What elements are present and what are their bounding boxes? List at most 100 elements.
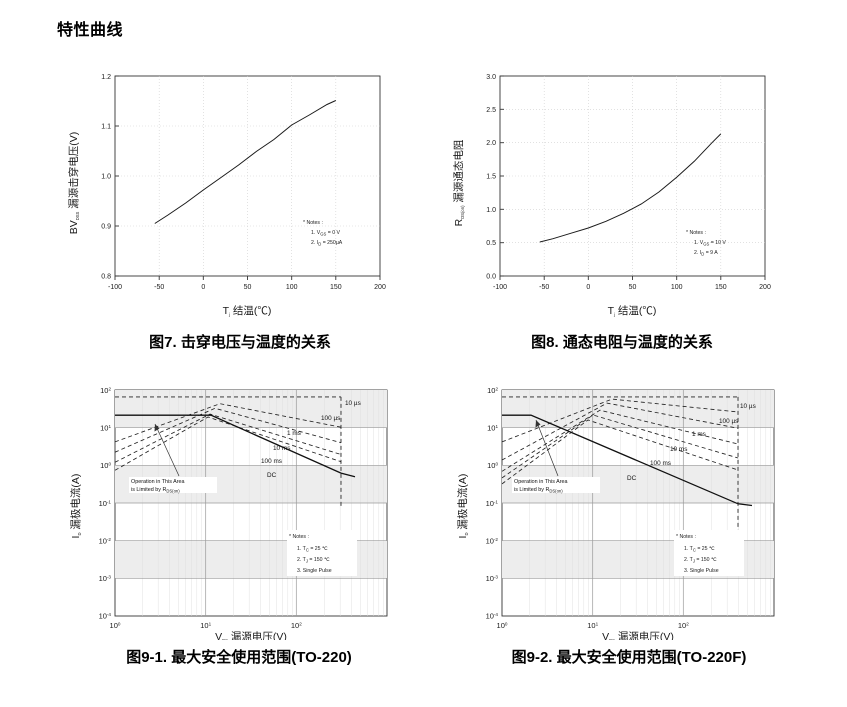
svg-text:101: 101 [200, 621, 211, 630]
figure-9-1-plot: 102 101 100 10-1 10-2 10-3 10-4 100 101 … [69, 386, 388, 640]
y-tick-marks [500, 75, 504, 277]
svg-text:100: 100 [100, 461, 111, 470]
svg-text:1.2: 1.2 [101, 74, 111, 81]
svg-text:100 ms: 100 ms [650, 460, 671, 467]
svg-text:1.0: 1.0 [101, 174, 111, 181]
notes-block: * Notes : 1. TC = 25 ℃ 2. TJ = 150 ℃ 3. … [674, 530, 744, 576]
svg-text:102: 102 [291, 621, 302, 630]
svg-text:101: 101 [487, 424, 498, 433]
y-axis-ticks: 0.8 0.9 1.0 1.1 1.2 [101, 74, 111, 281]
svg-text:10-1: 10-1 [99, 499, 112, 508]
svg-text:is Limited by RDS(on): is Limited by RDS(on) [514, 487, 563, 493]
curve-dc [502, 414, 753, 507]
y-tick-marks [115, 75, 119, 277]
svg-text:2. TJ = 150 ℃: 2. TJ = 150 ℃ [684, 557, 717, 563]
svg-text:-50: -50 [154, 284, 164, 291]
grid-horizontal [115, 125, 380, 227]
svg-text:1. VGS = 10 V: 1. VGS = 10 V [694, 240, 726, 246]
svg-text:100 ms: 100 ms [261, 458, 282, 465]
x-axis-ticks: 100 101 102 [110, 621, 303, 630]
grid-major-horizontal [115, 427, 387, 579]
figure-7-plot: 0.8 0.9 1.0 1.1 1.2 -100 -50 0 50 [67, 74, 386, 317]
svg-text:2. TJ = 150 ℃: 2. TJ = 150 ℃ [297, 557, 330, 563]
curve-labels: 10 µs 100 µs 1 ms 10 ms 100 ms DC [627, 403, 756, 482]
grid-horizontal [500, 108, 765, 243]
svg-text:10 µs: 10 µs [345, 400, 361, 407]
notes-header: * Notes : [289, 534, 309, 540]
svg-text:DC: DC [267, 472, 277, 479]
svg-text:1.0: 1.0 [486, 207, 496, 214]
svg-text:0.8: 0.8 [101, 274, 111, 281]
svg-text:1.5: 1.5 [486, 174, 496, 181]
svg-text:100: 100 [671, 284, 683, 291]
svg-text:150: 150 [715, 284, 727, 291]
notes-block: * Notes : 1. TC = 25 ℃ 2. TJ = 150 ℃ 3. … [287, 530, 357, 576]
svg-text:101: 101 [587, 621, 598, 630]
svg-text:0.0: 0.0 [486, 274, 496, 281]
svg-text:10 µs: 10 µs [740, 403, 756, 410]
svg-text:1. VGS = 0 V: 1. VGS = 0 V [311, 230, 341, 236]
svg-text:0: 0 [586, 284, 590, 291]
grid-major-horizontal [502, 427, 774, 579]
svg-text:is Limited by RDS(on): is Limited by RDS(on) [131, 487, 180, 493]
figure-8: 0.0 0.5 1.0 1.5 2.0 2.5 3.0 -100 - [432, 58, 802, 358]
svg-text:10-3: 10-3 [486, 574, 499, 583]
svg-text:1 ms: 1 ms [287, 430, 301, 437]
svg-text:10 ms: 10 ms [273, 445, 290, 452]
figure-9-1-y-axis-title: ID 漏极电流(A) [69, 474, 82, 539]
svg-text:1. TC = 25 ℃: 1. TC = 25 ℃ [297, 546, 328, 552]
svg-text:2. ID = 9 A: 2. ID = 9 A [694, 250, 718, 256]
svg-text:2.0: 2.0 [486, 140, 496, 147]
figure-9-2-plot: 102 101 100 10-1 10-2 10-3 10-4 100 101 … [456, 386, 775, 640]
svg-text:150: 150 [330, 284, 342, 291]
svg-text:10-2: 10-2 [99, 537, 112, 546]
notes-header: * Notes : [676, 534, 696, 540]
soa-curves [501, 396, 753, 538]
svg-text:102: 102 [678, 621, 689, 630]
figure-9-2-y-axis-title: ID 漏极电流(A) [456, 474, 469, 539]
svg-text:100 µs: 100 µs [719, 418, 738, 425]
svg-text:1. TC = 25 ℃: 1. TC = 25 ℃ [684, 546, 715, 552]
svg-text:100 µs: 100 µs [321, 415, 340, 422]
svg-text:102: 102 [487, 386, 498, 395]
svg-text:10-3: 10-3 [99, 574, 112, 583]
figure-7-x-axis-title: Tj 结温(℃) [223, 304, 272, 317]
svg-text:2.5: 2.5 [486, 107, 496, 114]
svg-text:10-1: 10-1 [486, 499, 499, 508]
page-title: 特性曲线 [57, 22, 124, 39]
svg-text:10 ms: 10 ms [670, 446, 687, 453]
notes-block: * Notes : 1. VGS = 10 V 2. ID = 9 A [686, 230, 726, 256]
svg-text:0.5: 0.5 [486, 240, 496, 247]
svg-text:DC: DC [627, 475, 637, 482]
figure-9-2-caption: 图9-2. 最大安全使用范围(TO-220F) [511, 649, 747, 666]
rdson-limit-annotation: Operation in This Area is Limited by RDS… [129, 423, 217, 493]
svg-text:100: 100 [110, 621, 121, 630]
svg-text:0.9: 0.9 [101, 224, 111, 231]
svg-text:200: 200 [374, 284, 386, 291]
curve-10ms [114, 413, 342, 463]
svg-text:100: 100 [286, 284, 298, 291]
rdson-limit-annotation: Operation in This Area is Limited by RDS… [512, 419, 600, 493]
figure-9-2-x-axis-title: VDS 漏源电压(V) [602, 630, 674, 640]
figure-8-y-axis-title: RDS(on) 漏源通态电阻 [452, 139, 465, 226]
svg-text:2. ID = 250µA: 2. ID = 250µA [311, 240, 343, 246]
svg-text:0: 0 [201, 284, 205, 291]
y-axis-ticks: 102 101 100 10-1 10-2 10-3 10-4 [486, 386, 499, 621]
svg-text:10-2: 10-2 [486, 537, 499, 546]
x-axis-ticks: 100 101 102 [497, 621, 690, 630]
curve-1ms [501, 402, 739, 461]
svg-text:10-4: 10-4 [99, 612, 112, 621]
y-axis-ticks: 0.0 0.5 1.0 1.5 2.0 2.5 3.0 [486, 74, 496, 281]
svg-text:200: 200 [759, 284, 771, 291]
svg-text:3.0: 3.0 [486, 74, 496, 81]
figure-8-caption: 图8. 通态电阻与温度的关系 [531, 334, 713, 351]
svg-text:3. Single Pulse: 3. Single Pulse [684, 568, 719, 574]
curve-dc [115, 414, 356, 478]
curve-1ms-b [501, 409, 739, 472]
svg-text:50: 50 [244, 284, 252, 291]
x-axis-ticks: -100 -50 0 50 100 150 200 [108, 276, 386, 291]
svg-text:1 ms: 1 ms [692, 431, 706, 438]
svg-text:-50: -50 [539, 284, 549, 291]
figure-9-1-caption: 图9-1. 最大安全使用范围(TO-220) [126, 649, 352, 666]
figure-7: 0.8 0.9 1.0 1.1 1.2 -100 -50 0 50 [55, 58, 415, 358]
